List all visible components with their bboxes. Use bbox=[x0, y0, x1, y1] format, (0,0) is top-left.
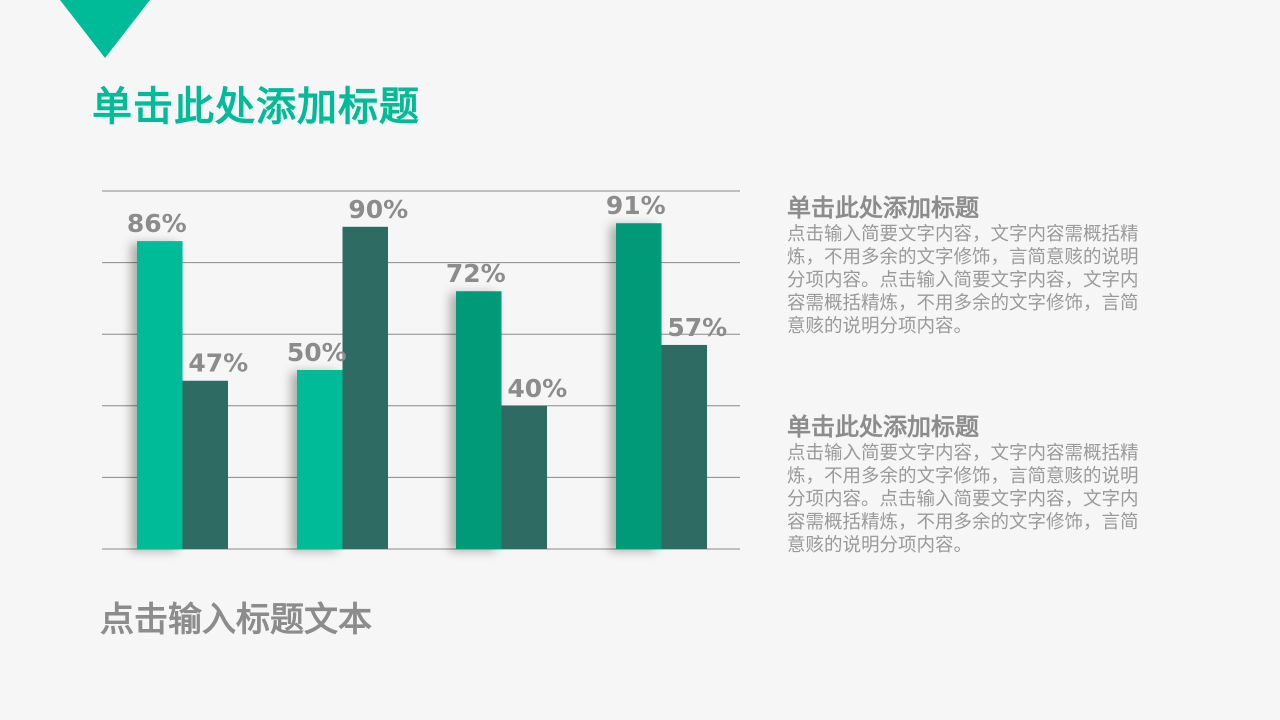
text-block-1: 单击此处添加标题 点击输入简要文字内容，文字内容需概括精 炼，不用多余的文字修饰… bbox=[787, 193, 1167, 338]
bar bbox=[616, 223, 662, 549]
data-label: 91% bbox=[606, 191, 666, 220]
block-line: 意赅的说明分项内容。 bbox=[787, 316, 973, 337]
data-label: 40% bbox=[507, 374, 567, 403]
bar bbox=[297, 370, 343, 549]
block-line: 炼，不用多余的文字修饰，言简意赅的说明 bbox=[787, 466, 1139, 487]
block-line: 意赅的说明分项内容。 bbox=[787, 535, 973, 556]
data-label: 50% bbox=[287, 338, 347, 367]
decorative-triangle bbox=[60, 0, 150, 58]
data-label: 86% bbox=[127, 209, 187, 238]
block-line: 分项内容。点击输入简要文字内容，文字内 bbox=[787, 270, 1139, 291]
bar bbox=[182, 380, 228, 549]
bar bbox=[342, 226, 388, 550]
block-line: 炼，不用多余的文字修饰，言简意赅的说明 bbox=[787, 247, 1139, 268]
data-label: 47% bbox=[188, 349, 248, 378]
bar bbox=[456, 291, 502, 549]
block-heading: 单击此处添加标题 bbox=[787, 194, 979, 222]
block-line: 容需概括精炼，不用多余的文字修饰，言简 bbox=[787, 512, 1139, 533]
block-heading: 单击此处添加标题 bbox=[787, 413, 979, 441]
block-line: 分项内容。点击输入简要文字内容，文字内 bbox=[787, 489, 1139, 510]
data-label: 72% bbox=[446, 259, 506, 288]
bar bbox=[137, 241, 183, 549]
bar-chart: 86% 47% 50% 90% 72% 40% 91% 57% bbox=[102, 190, 740, 550]
block-line: 点击输入简要文字内容，文字内容需概括精 bbox=[787, 224, 1139, 245]
data-label: 57% bbox=[667, 313, 727, 342]
bar bbox=[661, 344, 707, 549]
block-line: 点击输入简要文字内容，文字内容需概括精 bbox=[787, 443, 1139, 464]
data-label: 90% bbox=[348, 195, 408, 224]
bar bbox=[501, 405, 547, 549]
page-title: 单击此处添加标题 bbox=[92, 84, 420, 130]
block-line: 容需概括精炼，不用多余的文字修饰，言简 bbox=[787, 293, 1139, 314]
chart-subtitle: 点击输入标题文本 bbox=[100, 600, 372, 640]
text-block-2: 单击此处添加标题 点击输入简要文字内容，文字内容需概括精 炼，不用多余的文字修饰… bbox=[787, 412, 1167, 557]
